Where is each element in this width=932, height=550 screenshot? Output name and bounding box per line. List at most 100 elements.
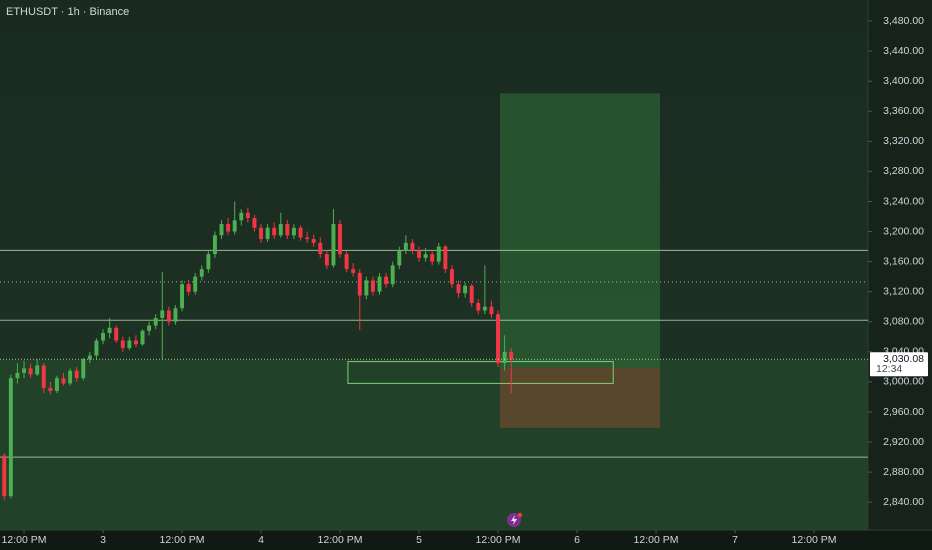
candle-body: [351, 269, 356, 273]
y-tick-label: 3,400.00: [883, 75, 924, 87]
candle-body: [476, 302, 481, 311]
candle-body: [331, 224, 336, 266]
candle-body: [259, 227, 264, 240]
candle-body: [410, 242, 415, 251]
x-tick-label: 3: [100, 534, 106, 546]
x-tick-label: 5: [416, 534, 422, 546]
candle-body: [245, 212, 250, 219]
countdown: 12:34: [876, 363, 902, 375]
candle-body: [81, 359, 86, 379]
x-tick-label: 12:00 PM: [634, 534, 679, 546]
candle-body: [127, 340, 132, 349]
candle-body: [74, 370, 79, 379]
event-icon-bolt: [511, 515, 517, 525]
candle-body: [41, 365, 46, 388]
candle-body: [364, 280, 369, 296]
candle-body: [186, 284, 191, 292]
last-price-box: [870, 352, 928, 377]
candle-body: [397, 250, 402, 266]
price-axis-panel: [868, 0, 932, 530]
y-tick-label: 2,880.00: [883, 466, 924, 478]
candle-body: [2, 455, 7, 497]
candle-body: [311, 239, 316, 243]
event-icon-dot: [517, 512, 523, 518]
candle-body: [48, 387, 53, 391]
candle-body: [403, 242, 408, 251]
box: [347, 361, 614, 384]
candle-body: [160, 310, 165, 318]
target-zone: [499, 93, 660, 368]
candle-body: [390, 265, 395, 285]
candle-body: [94, 340, 99, 356]
candle-body: [430, 254, 435, 262]
candle-body: [324, 254, 329, 266]
y-tick-label: 3,080.00: [883, 316, 924, 328]
candle-body: [489, 306, 494, 315]
x-tick-label: 7: [732, 534, 738, 546]
candle-body: [496, 314, 500, 364]
candle-body: [173, 308, 178, 322]
candle-body: [252, 218, 257, 228]
candle-body: [153, 318, 158, 326]
x-tick-label: 6: [574, 534, 580, 546]
candle-body: [502, 351, 507, 364]
candle-body: [219, 224, 224, 236]
candle-body: [463, 285, 468, 294]
candle-body: [443, 246, 448, 270]
y-tick-label: 3,240.00: [883, 195, 924, 207]
candle-body: [22, 368, 27, 373]
candle-body: [28, 368, 33, 375]
candle-body: [265, 227, 270, 240]
candle-body: [344, 254, 349, 270]
candle-body: [509, 351, 514, 360]
candle-body: [8, 378, 13, 497]
candle-body: [318, 242, 323, 255]
x-tick-label: 12:00 PM: [160, 534, 205, 546]
candle-body: [193, 276, 198, 292]
y-tick-label: 2,960.00: [883, 406, 924, 418]
candle-body: [54, 378, 59, 391]
candle-body: [423, 254, 428, 258]
last-price-label: 3,030.08: [883, 353, 924, 365]
event-icon[interactable]: [507, 512, 523, 527]
y-tick-label: 3,280.00: [883, 165, 924, 177]
candle-body: [384, 276, 389, 285]
chart-title: ETHUSDT · 1h · Binance: [6, 6, 129, 18]
candle-body: [35, 365, 40, 375]
candle-body: [272, 227, 277, 236]
y-tick-label: 3,000.00: [883, 376, 924, 388]
candle-body: [456, 284, 461, 294]
candle-body: [212, 235, 217, 255]
candle-body: [449, 269, 454, 285]
candle-body: [357, 272, 362, 296]
candle-body: [140, 330, 145, 345]
candle-body: [377, 276, 382, 292]
y-tick-label: 3,320.00: [883, 135, 924, 147]
y-tick-label: 3,160.00: [883, 255, 924, 267]
stop-zone: [499, 367, 660, 428]
candle-body: [482, 306, 487, 311]
time-axis-panel: [0, 530, 932, 550]
candle-body: [199, 269, 204, 277]
x-tick-label: 12:00 PM: [476, 534, 521, 546]
lower-zone: [0, 360, 868, 530]
candle-body: [291, 227, 296, 236]
y-tick-label: 2,840.00: [883, 496, 924, 508]
candle-body: [15, 372, 20, 379]
candle-body: [166, 310, 171, 322]
candle-body: [206, 254, 211, 270]
candle-body: [239, 212, 244, 221]
candle-body: [285, 224, 290, 236]
candle-body: [338, 224, 342, 255]
candle-body: [436, 246, 441, 262]
candle-body: [226, 224, 231, 232]
candle-body: [61, 378, 66, 384]
y-tick-label: 3,360.00: [883, 105, 924, 117]
candle-body: [87, 355, 92, 360]
candle-body: [298, 227, 303, 238]
candle-body: [68, 370, 73, 384]
candle-body: [417, 250, 421, 258]
candle-body: [101, 333, 106, 341]
y-tick-label: 3,440.00: [883, 45, 924, 57]
x-tick-label: 4: [258, 534, 264, 546]
